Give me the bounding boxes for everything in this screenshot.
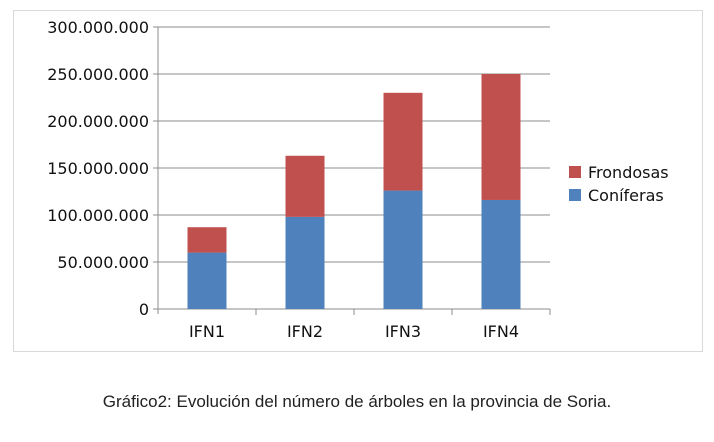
y-tick-label: 250.000.000 [47,65,149,84]
x-tick-label: IFN1 [189,322,225,341]
y-tick-label: 150.000.000 [47,159,149,178]
x-tick-label: IFN3 [385,322,421,341]
stacked-bar-chart: 0 50.000.000 100.000.000 150.000.000 200.000… [47,18,669,341]
y-tick-label: 200.000.000 [47,112,149,131]
figure-caption: Gráfico2: Evolución del número de árbole… [102,392,612,411]
bar-frondosas-ifn2 [285,155,325,217]
y-tick-label: 300.000.000 [47,18,149,37]
bar-coniferas-ifn4 [481,199,521,309]
legend-swatch [569,189,581,201]
legend-label: Coníferas [588,186,664,205]
x-tick-label: IFN4 [483,322,519,341]
bar-frondosas-ifn3 [383,92,423,191]
y-tick-label: 50.000.000 [57,253,149,272]
bar-coniferas-ifn3 [383,190,423,309]
bar-coniferas-ifn1 [187,252,227,309]
legend-label: Frondosas [588,163,669,182]
bar-frondosas-ifn4 [481,74,521,200]
bar-coniferas-ifn2 [285,216,325,309]
y-tick-label: 100.000.000 [47,206,149,225]
chart-frame [13,10,703,352]
y-tick-label: 0 [139,300,149,319]
legend-swatch [569,166,581,178]
x-tick-label: IFN2 [287,322,323,341]
bar-frondosas-ifn1 [187,227,227,253]
